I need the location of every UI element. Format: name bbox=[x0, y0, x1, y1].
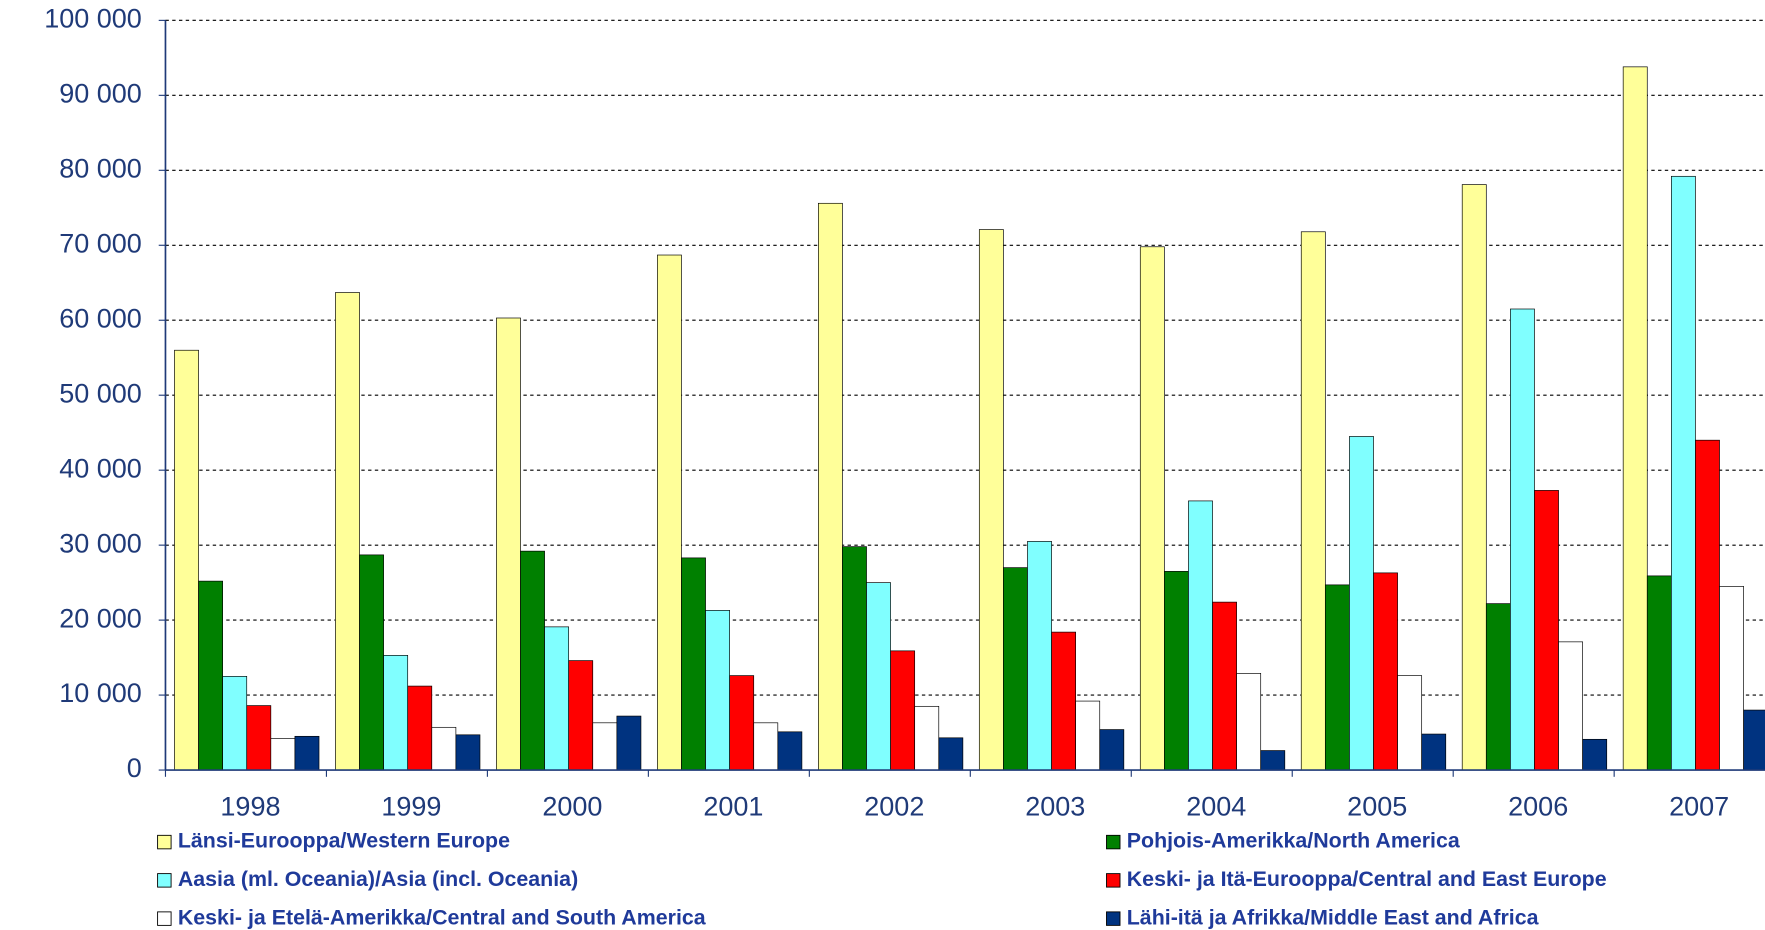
bar bbox=[1099, 729, 1125, 771]
y-tick-label: 20 000 bbox=[59, 603, 142, 633]
bar bbox=[246, 705, 272, 771]
bar bbox=[1349, 436, 1374, 771]
x-tick-label: 2006 bbox=[1508, 791, 1568, 821]
bar bbox=[294, 735, 320, 771]
bar bbox=[520, 550, 545, 771]
bar bbox=[1510, 308, 1535, 771]
bar bbox=[1236, 673, 1262, 771]
bar bbox=[592, 722, 618, 771]
bar bbox=[544, 626, 570, 771]
bar bbox=[1461, 184, 1487, 771]
legend-label: Keski- ja Etelä-Amerikka/Central and Sou… bbox=[178, 905, 707, 929]
bar bbox=[1027, 541, 1052, 771]
y-tick-label: 0 bbox=[127, 753, 142, 783]
legend-label: Lähi-itä ja Afrikka/Middle East and Afri… bbox=[1127, 905, 1540, 929]
bar bbox=[1373, 572, 1398, 771]
bar bbox=[335, 292, 360, 771]
y-tick-label: 70 000 bbox=[59, 228, 142, 258]
x-tick-label: 2001 bbox=[703, 791, 763, 821]
bar bbox=[866, 582, 891, 771]
bar bbox=[1421, 733, 1447, 771]
bar bbox=[1324, 584, 1350, 771]
bar bbox=[1397, 675, 1423, 771]
bar bbox=[1485, 603, 1511, 771]
bar bbox=[842, 546, 867, 771]
bar bbox=[1188, 500, 1213, 771]
bar bbox=[1212, 601, 1237, 771]
bar bbox=[818, 202, 843, 771]
bar bbox=[174, 349, 199, 771]
legend-swatch bbox=[157, 873, 172, 888]
y-tick-label: 30 000 bbox=[59, 528, 142, 558]
bar bbox=[407, 685, 433, 771]
legend-label: Keski- ja Itä-Eurooppa/Central and East … bbox=[1127, 867, 1607, 891]
bar bbox=[1582, 738, 1608, 771]
bar bbox=[753, 722, 779, 771]
y-tick-label: 50 000 bbox=[59, 378, 142, 408]
x-tick-label: 2007 bbox=[1669, 791, 1729, 821]
bar bbox=[890, 650, 916, 771]
bar bbox=[705, 610, 730, 771]
bar bbox=[1671, 175, 1696, 771]
bar bbox=[1300, 231, 1326, 771]
bar bbox=[222, 676, 248, 771]
y-tick-label: 100 000 bbox=[44, 4, 142, 34]
x-tick-label: 2003 bbox=[1025, 791, 1085, 821]
bar bbox=[1003, 567, 1028, 771]
y-tick-label: 60 000 bbox=[59, 303, 142, 333]
bar bbox=[1743, 709, 1765, 771]
legend-swatch bbox=[1106, 873, 1121, 888]
bar bbox=[455, 734, 481, 771]
bar bbox=[1646, 575, 1672, 771]
bar bbox=[198, 580, 223, 771]
bar bbox=[1051, 631, 1076, 771]
bar bbox=[568, 660, 594, 771]
y-tick-label: 10 000 bbox=[59, 678, 142, 708]
legend-label: Länsi-Eurooppa/Western Europe bbox=[178, 829, 510, 853]
legend-label: Pohjois-Amerikka/North America bbox=[1127, 829, 1461, 853]
bar bbox=[1260, 750, 1286, 771]
bar bbox=[1164, 571, 1189, 771]
bar bbox=[270, 738, 296, 771]
bar bbox=[1719, 586, 1744, 771]
bar bbox=[1075, 700, 1101, 771]
y-tick-label: 90 000 bbox=[59, 78, 142, 108]
bar bbox=[496, 317, 521, 771]
bar bbox=[1695, 439, 1720, 771]
legend-swatch bbox=[1106, 834, 1121, 850]
bar bbox=[681, 557, 706, 771]
bar bbox=[978, 229, 1004, 771]
y-tick-label: 40 000 bbox=[59, 453, 142, 483]
bar bbox=[383, 655, 409, 771]
bar bbox=[938, 737, 964, 771]
legend-swatch bbox=[157, 834, 172, 850]
x-tick-label: 1998 bbox=[220, 791, 280, 821]
bar bbox=[616, 715, 642, 771]
x-tick-label: 2000 bbox=[542, 791, 602, 821]
bar bbox=[1139, 246, 1165, 771]
bar bbox=[1534, 490, 1559, 771]
bar bbox=[914, 705, 940, 771]
bar bbox=[1622, 66, 1648, 771]
legend-swatch bbox=[157, 911, 172, 926]
bar bbox=[359, 554, 384, 771]
x-tick-label: 2004 bbox=[1186, 791, 1246, 821]
bar bbox=[657, 254, 682, 771]
x-tick-label: 2005 bbox=[1347, 791, 1407, 821]
x-tick-label: 2002 bbox=[864, 791, 924, 821]
legend-label: Aasia (ml. Oceania)/Asia (incl. Oceania) bbox=[178, 867, 578, 891]
legend-swatch bbox=[1106, 911, 1121, 926]
bar bbox=[729, 675, 755, 771]
x-tick-label: 1999 bbox=[381, 791, 441, 821]
y-tick-label: 80 000 bbox=[59, 153, 142, 183]
bar bbox=[777, 731, 803, 771]
bar bbox=[1558, 641, 1583, 771]
bar bbox=[431, 726, 457, 771]
